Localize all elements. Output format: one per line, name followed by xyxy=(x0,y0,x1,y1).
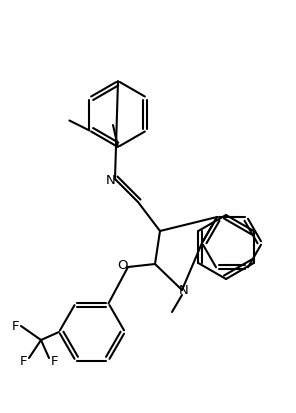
Text: O: O xyxy=(118,259,128,272)
Text: F: F xyxy=(12,320,20,333)
Text: F: F xyxy=(20,355,28,368)
Text: N: N xyxy=(106,174,116,187)
Text: N: N xyxy=(179,284,189,297)
Text: F: F xyxy=(51,355,59,368)
